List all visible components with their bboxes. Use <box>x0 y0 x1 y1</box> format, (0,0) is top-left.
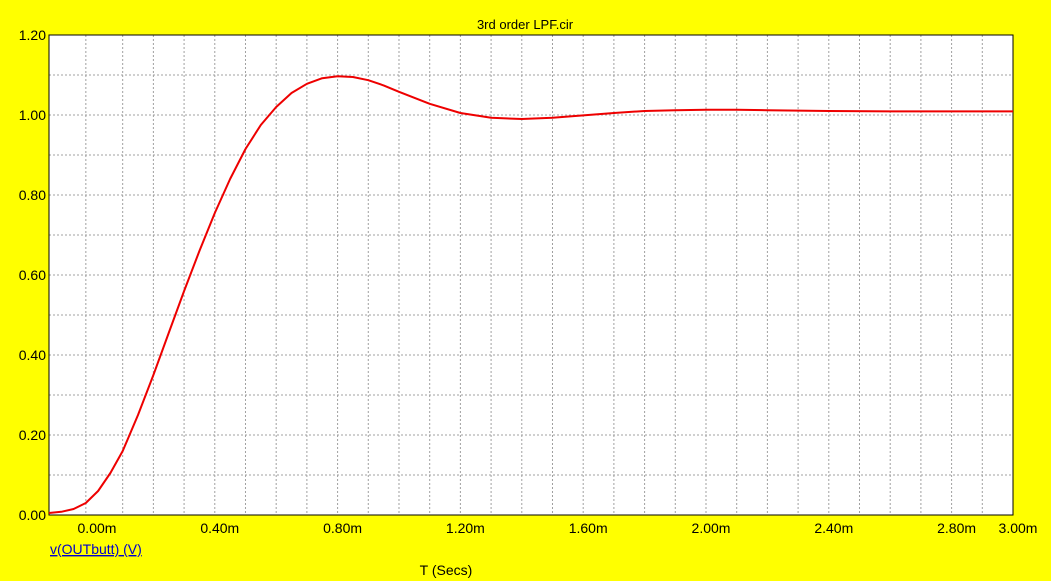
x-tick-label: 0.40m <box>200 520 239 536</box>
x-tick-label: 0.80m <box>323 520 362 536</box>
chart-title: 3rd order LPF.cir <box>477 17 574 32</box>
x-tick-label: 2.80m <box>937 520 976 536</box>
y-tick-label: 0.80 <box>19 187 46 203</box>
x-tick-label: 2.00m <box>692 520 731 536</box>
y-tick-labels: 0.00 0.20 0.40 0.60 0.80 1.00 1.20 <box>19 27 46 523</box>
y-tick-label: 0.40 <box>19 347 46 363</box>
series-layer <box>48 75 1013 514</box>
x-tick-label: 0.00m <box>78 520 117 536</box>
y-tick-label: 1.00 <box>19 107 46 123</box>
x-tick-label: 1.20m <box>446 520 485 536</box>
y-tick-label: 1.20 <box>19 27 46 43</box>
y-tick-label: 0.00 <box>19 507 46 523</box>
x-tick-label: 3.00m <box>999 520 1038 536</box>
series-line-vout <box>48 75 1013 514</box>
x-tick-label: 1.60m <box>569 520 608 536</box>
legend-series-label[interactable]: v(OUTbutt) (V) <box>50 541 142 557</box>
y-tick-label: 0.20 <box>19 427 46 443</box>
x-tick-label: 2.40m <box>814 520 853 536</box>
plot-border <box>48 34 1014 516</box>
x-tick-labels: 0.00m 0.40m 0.80m 1.20m 1.60m 2.00m 2.40m 2.80m… <box>78 520 1038 536</box>
x-axis-title: T (Secs) <box>420 562 473 578</box>
y-tick-label: 0.60 <box>19 267 46 283</box>
